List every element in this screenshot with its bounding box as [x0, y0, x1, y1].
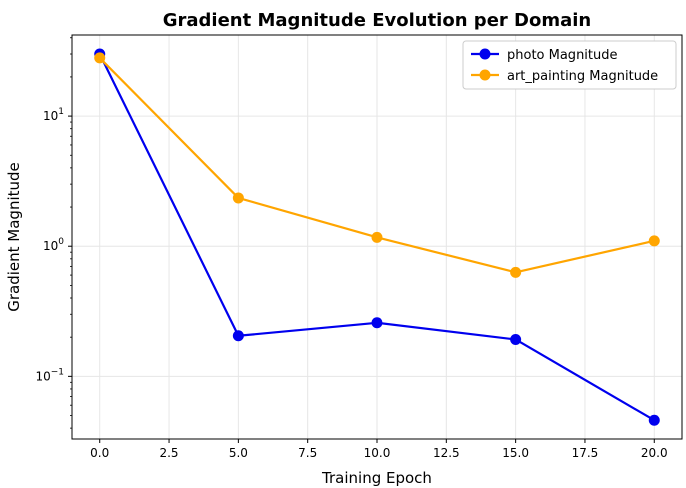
legend-marker: [479, 48, 491, 60]
x-tick-label: 12.5: [433, 446, 460, 460]
x-tick-label: 17.5: [572, 446, 599, 460]
data-point: [648, 235, 660, 247]
data-point: [648, 414, 660, 426]
x-tick-label: 2.5: [159, 446, 178, 460]
x-tick-label: 15.0: [502, 446, 529, 460]
data-point: [232, 192, 244, 204]
data-point: [510, 266, 522, 278]
data-point: [232, 330, 244, 342]
legend-box: [462, 40, 677, 90]
x-tick-label: 0.0: [90, 446, 109, 460]
x-tick-label: 7.5: [298, 446, 317, 460]
y-axis-label: Gradient Magnitude: [5, 162, 23, 312]
legend-label: photo Magnitude: [507, 48, 618, 63]
data-point: [371, 231, 383, 243]
legend: photo Magnitude art_painting Magnitude: [462, 40, 677, 90]
chart-title: Gradient Magnitude Evolution per Domain: [163, 10, 591, 31]
data-point: [94, 52, 106, 64]
legend-label: art_painting Magnitude: [507, 69, 658, 84]
legend-marker: [479, 69, 491, 81]
x-axis-label: Training Epoch: [321, 469, 432, 487]
y-tick-label: 10−1: [35, 367, 64, 383]
axis-ticks: 0.0 2.5 5.0 7.5 10.0 12.5 15.0 17.5 20.0 10−1 100 1…: [35, 37, 668, 460]
x-tick-label: 10.0: [364, 446, 391, 460]
data-point: [371, 317, 383, 329]
x-tick-label: 20.0: [641, 446, 668, 460]
data-point: [510, 333, 522, 345]
y-tick-label: 100: [43, 237, 64, 253]
x-tick-label: 5.0: [229, 446, 248, 460]
y-tick-label: 101: [43, 107, 64, 123]
series-layer: [94, 48, 660, 426]
